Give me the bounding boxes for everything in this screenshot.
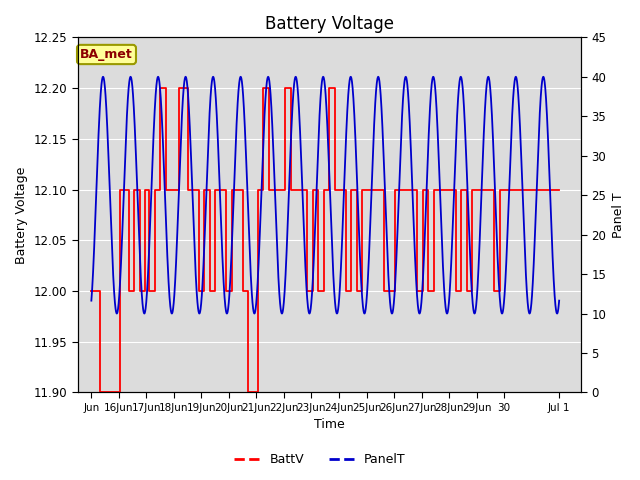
Legend: BattV, PanelT: BattV, PanelT <box>229 448 411 471</box>
Title: Battery Voltage: Battery Voltage <box>265 15 394 33</box>
Y-axis label: Panel T: Panel T <box>612 192 625 238</box>
Y-axis label: Battery Voltage: Battery Voltage <box>15 166 28 264</box>
Text: BA_met: BA_met <box>80 48 133 61</box>
X-axis label: Time: Time <box>314 419 345 432</box>
